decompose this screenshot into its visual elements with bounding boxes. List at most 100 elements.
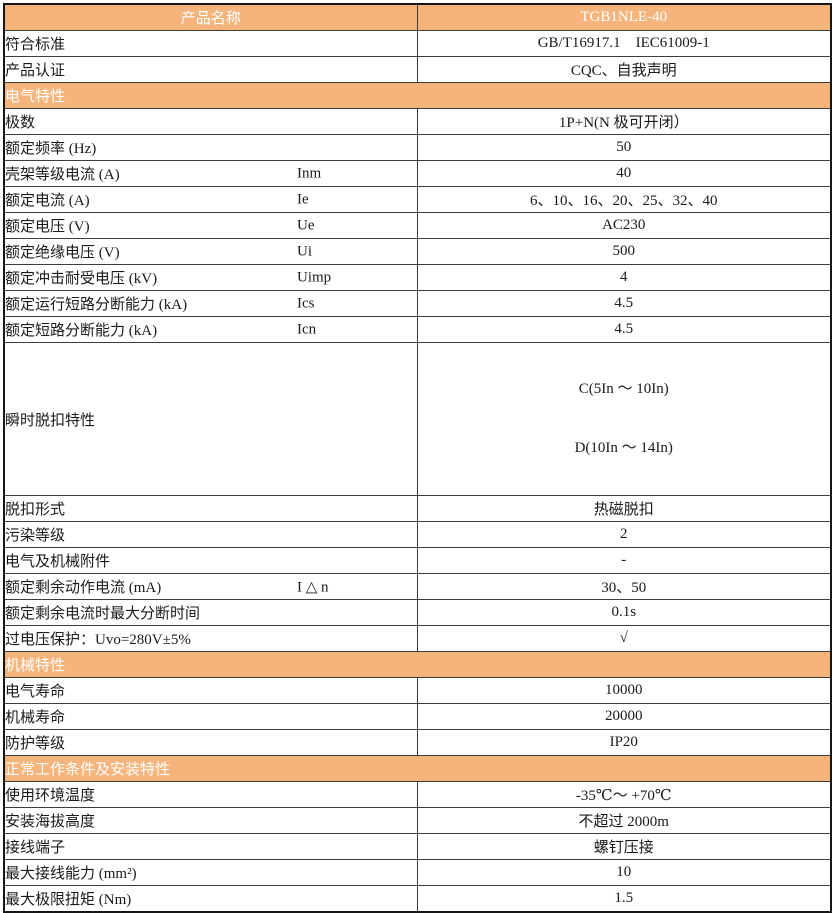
table-row: 电气寿命 10000 (3, 677, 832, 704)
table-row: 过电压保护：Uvo=280V±5% √ (3, 625, 832, 652)
table-header-row: 产品名称 TGB1NLE-40 (3, 3, 832, 31)
row-symbol: I △ n (297, 579, 329, 595)
section-row: 机械特性 (3, 651, 832, 678)
table-row: 安装海拔高度 不超过 2000m (3, 807, 832, 834)
row-value: 不超过 2000m (416, 807, 832, 834)
row-value: 30、50 (416, 573, 832, 600)
row-value: AC230 (416, 212, 832, 239)
row-symbol: Ui (297, 243, 312, 259)
row-label: 防护等级 (3, 729, 418, 756)
row-value: 1P+N(N 极可开闭） (416, 108, 832, 135)
row-value-line-1: C(5In ～ 10In) (578, 381, 669, 397)
row-label: 产品认证 (3, 56, 418, 83)
row-label-text: 污染等级 (5, 528, 66, 544)
product-model-header: TGB1NLE-40 (416, 3, 832, 31)
row-label: 最大极限扭矩 (Nm) (3, 885, 418, 913)
row-label-text: 壳架等级电流 (A) (5, 167, 120, 183)
table-row: 最大极限扭矩 (Nm) 1.5 (3, 885, 832, 913)
table-row: 额定短路分断能力 (kA) Icn 4.5 (3, 316, 832, 343)
row-label: 额定电压 (V) Ue (3, 212, 418, 239)
row-label: 额定剩余电流时最大分断时间 (3, 599, 418, 626)
table-row: 极数 1P+N(N 极可开闭） (3, 108, 832, 135)
section-header: 正常工作条件及安装特性 (3, 755, 832, 782)
row-label: 污染等级 (3, 521, 418, 548)
row-value: 4.5 (416, 290, 832, 317)
row-label: 极数 (3, 108, 418, 135)
section-row: 电气特性 (3, 82, 832, 109)
row-label-text: 额定绝缘电压 (V) (5, 245, 120, 261)
table-row: 额定频率 (Hz) 50 (3, 134, 832, 161)
row-label-text: 过电压保护：Uvo=280V±5% (5, 632, 191, 648)
row-label-text: 电气及机械附件 (5, 554, 111, 570)
row-label-text: 额定电流 (A) (5, 193, 90, 209)
row-value-checkmark: √ (416, 625, 832, 652)
table-row: 产品认证 CQC、自我声明 (3, 56, 832, 83)
section-row: 正常工作条件及安装特性 (3, 755, 832, 782)
row-label-text: 瞬时脱扣特性 (5, 412, 96, 429)
row-label-text: 脱扣形式 (5, 502, 66, 518)
product-name-header: 产品名称 (3, 3, 418, 31)
row-label: 最大接线能力 (mm²) (3, 859, 418, 886)
row-label-text: 额定运行短路分断能力 (kA) (5, 297, 188, 313)
row-label: 壳架等级电流 (A) Inm (3, 160, 418, 187)
row-value: 500 (416, 238, 832, 265)
row-label: 安装海拔高度 (3, 807, 418, 834)
table-row: 壳架等级电流 (A) Inm 40 (3, 160, 832, 187)
table-row: 脱扣形式 热磁脱扣 (3, 495, 832, 522)
table-row: 使用环境温度 -35℃～ +70℃ (3, 781, 832, 808)
row-label-text: 额定电压 (V) (5, 219, 90, 235)
table-row: 电气及机械附件 - (3, 547, 832, 574)
row-label: 额定频率 (Hz) (3, 134, 418, 161)
row-label: 接线端子 (3, 833, 418, 860)
row-symbol: Uimp (297, 269, 332, 285)
spec-sheet-page: 产品名称 TGB1NLE-40 符合标准 GB/T16917.1 IEC6100… (3, 3, 832, 913)
row-symbol: Ue (297, 217, 315, 233)
row-label-text: 额定频率 (Hz) (5, 141, 97, 157)
table-row: 防护等级 IP20 (3, 729, 832, 756)
table-row: 最大接线能力 (mm²) 10 (3, 859, 832, 886)
row-label-text: 机械寿命 (5, 710, 66, 726)
row-value: CQC、自我声明 (416, 56, 832, 83)
row-label: 额定电流 (A) Ie (3, 186, 418, 213)
table-row: 额定剩余动作电流 (mA) I △ n 30、50 (3, 573, 832, 600)
row-value: GB/T16917.1 IEC61009-1 (416, 30, 832, 57)
row-symbol: Inm (297, 165, 322, 181)
table-row: 机械寿命 20000 (3, 703, 832, 730)
row-value: 50 (416, 134, 832, 161)
row-label-text: 产品认证 (5, 63, 66, 79)
row-value: 4 (416, 264, 832, 291)
row-value: 0.1s (416, 599, 832, 626)
row-value: - (416, 547, 832, 574)
row-value: 2 (416, 521, 832, 548)
row-label: 额定冲击耐受电压 (kV) Uimp (3, 264, 418, 291)
row-value: 10 (416, 859, 832, 886)
row-value: 6、10、16、20、25、32、40 (416, 186, 832, 213)
row-label-text: 使用环境温度 (5, 788, 96, 804)
table-row: 额定绝缘电压 (V) Ui 500 (3, 238, 832, 265)
row-label-text: 符合标准 (5, 37, 66, 53)
table-row: 额定运行短路分断能力 (kA) Ics 4.5 (3, 290, 832, 317)
row-label: 脱扣形式 (3, 495, 418, 522)
row-label-text: 额定冲击耐受电压 (kV) (5, 271, 158, 287)
row-value-line-2: D(10In ～ 14In) (574, 440, 673, 456)
row-label-text: 防护等级 (5, 736, 66, 752)
table-row: 接线端子 螺钉压接 (3, 833, 832, 860)
row-value: 10000 (416, 677, 832, 704)
row-symbol: Ie (297, 191, 309, 207)
table-row: 额定冲击耐受电压 (kV) Uimp 4 (3, 264, 832, 291)
row-value: 4.5 (416, 316, 832, 343)
table-row: 额定电流 (A) Ie 6、10、16、20、25、32、40 (3, 186, 832, 213)
row-label-text: 安装海拔高度 (5, 814, 96, 830)
row-label-text: 额定短路分断能力 (kA) (5, 323, 158, 339)
row-value: C(5In ～ 10In) D(10In ～ 14In) (416, 342, 832, 496)
row-symbol: Icn (297, 321, 317, 337)
row-value: 热磁脱扣 (416, 495, 832, 522)
table-row: 符合标准 GB/T16917.1 IEC61009-1 (3, 30, 832, 57)
row-label-text: 额定剩余电流时最大分断时间 (5, 606, 201, 622)
row-label: 额定绝缘电压 (V) Ui (3, 238, 418, 265)
row-value: -35℃～ +70℃ (416, 781, 832, 808)
row-label: 使用环境温度 (3, 781, 418, 808)
product-spec-table: 产品名称 TGB1NLE-40 符合标准 GB/T16917.1 IEC6100… (3, 3, 832, 913)
table-row-double: 瞬时脱扣特性 C(5In ～ 10In) D(10In ～ 14In) (3, 342, 832, 496)
row-value: 1.5 (416, 885, 832, 913)
